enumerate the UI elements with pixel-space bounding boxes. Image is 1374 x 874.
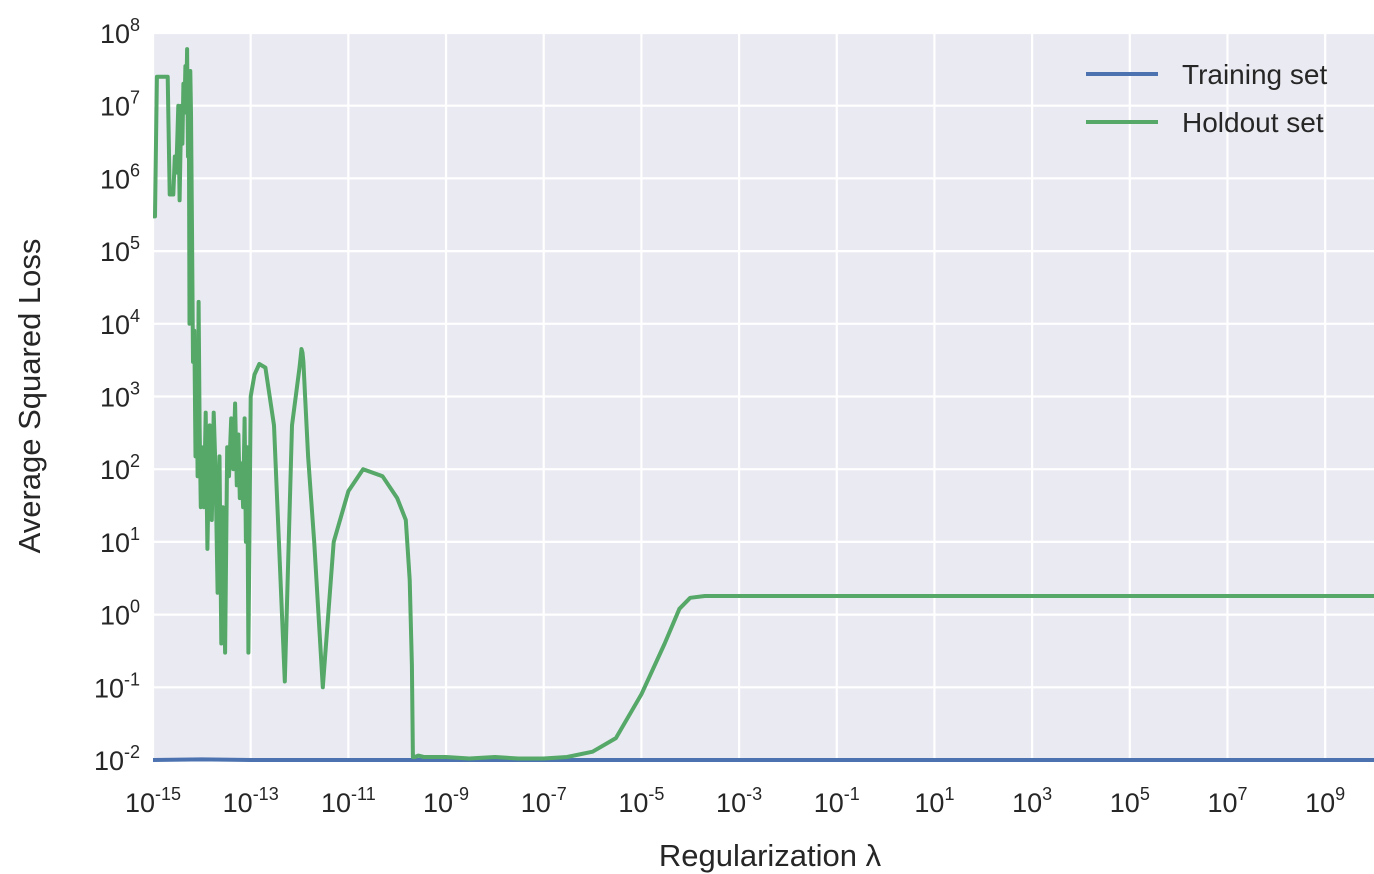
legend: Training set Holdout set [1086, 59, 1327, 138]
x-tick-label: 10-13 [223, 784, 279, 818]
x-tick-label: 10-1 [814, 784, 860, 818]
x-tick-label: 10-11 [321, 784, 376, 818]
x-tick-label: 105 [1110, 784, 1150, 818]
x-tick-label: 10-5 [618, 784, 664, 818]
series-line-training-set [153, 757, 1374, 762]
y-tick-label: 106 [100, 160, 140, 194]
y-tick-label: 103 [100, 379, 140, 413]
x-tick-label: 101 [914, 784, 954, 818]
x-tick-label: 10-9 [423, 784, 469, 818]
x-tick-label: 107 [1207, 784, 1247, 818]
legend-label: Holdout set [1182, 107, 1324, 138]
x-tick-label: 10-7 [521, 784, 567, 818]
y-tick-label: 104 [100, 306, 140, 340]
y-tick-labels: 10-2 10-1 100 101 102 103 104 105 106 107 108 [94, 15, 140, 776]
x-tick-label: 109 [1305, 784, 1345, 818]
x-tick-label: 103 [1012, 784, 1052, 818]
y-tick-label: 107 [100, 88, 140, 122]
y-tick-label: 102 [100, 451, 140, 485]
legend-label: Training set [1182, 59, 1327, 90]
grid-lines [151, 31, 1374, 762]
y-tick-label: 105 [100, 233, 140, 267]
y-tick-label: 108 [100, 15, 140, 49]
x-tick-label: 10-3 [716, 784, 762, 818]
series-layer [153, 47, 1374, 762]
series-line-holdout-set [153, 47, 1374, 761]
x-tick-label: 10-15 [125, 784, 181, 818]
x-tick-labels: 10-15 10-13 10-11 10-9 10-7 10-5 10-3 10-1 101 10… [125, 784, 1345, 818]
y-tick-label: 10-2 [94, 742, 140, 776]
x-axis-label: Regularization λ [659, 838, 882, 873]
y-tick-label: 100 [100, 597, 140, 631]
y-tick-label: 101 [100, 524, 140, 558]
y-tick-label: 10-1 [94, 669, 140, 703]
y-axis-label: Average Squared Loss [12, 239, 47, 554]
